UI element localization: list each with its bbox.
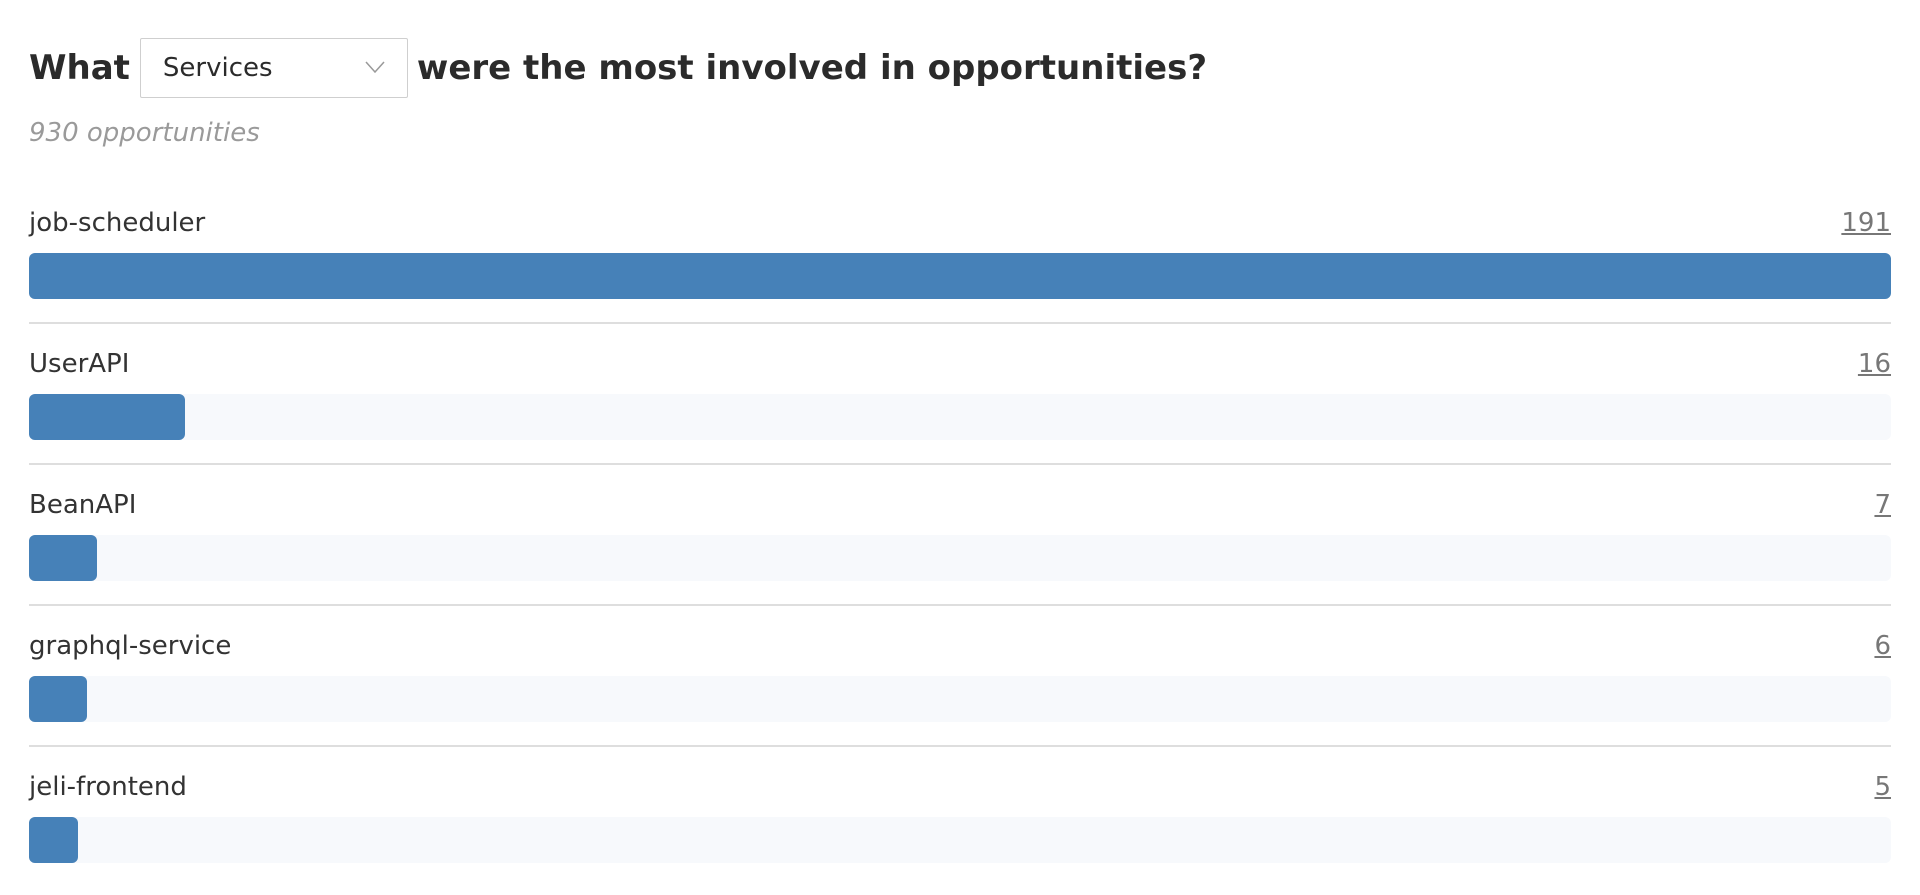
subtitle: 930 opportunities [29,118,260,148]
question-suffix: were the most involved in opportunities? [416,48,1208,88]
row-label: jeli-frontend [29,772,187,802]
row-value[interactable]: 6 [1874,631,1891,661]
divider [29,745,1891,747]
row-value[interactable]: 5 [1874,772,1891,802]
row-label: job-scheduler [29,208,206,238]
bar [29,535,98,581]
bar-track [29,394,1891,440]
dropdown-value: Services [162,53,273,83]
dropdown[interactable]: Services [139,38,408,98]
bar [29,676,88,722]
question-prefix: What [29,48,130,88]
bar [29,817,78,863]
row-value[interactable]: 7 [1874,490,1891,520]
bar [29,253,1891,299]
divider [29,604,1891,606]
bar [29,394,185,440]
bar-track [29,535,1891,581]
chevron [365,61,385,73]
bar-track [29,676,1891,722]
divider [29,463,1891,465]
row-label: BeanAPI [29,490,137,520]
question: What Services were the most involved in … [29,37,1207,99]
row-value[interactable]: 16 [1857,349,1891,379]
divider [29,322,1891,324]
row-value[interactable]: 191 [1841,208,1891,238]
bar-track [29,817,1891,863]
row-label: UserAPI [29,349,130,379]
row-label: graphql-service [29,631,232,661]
